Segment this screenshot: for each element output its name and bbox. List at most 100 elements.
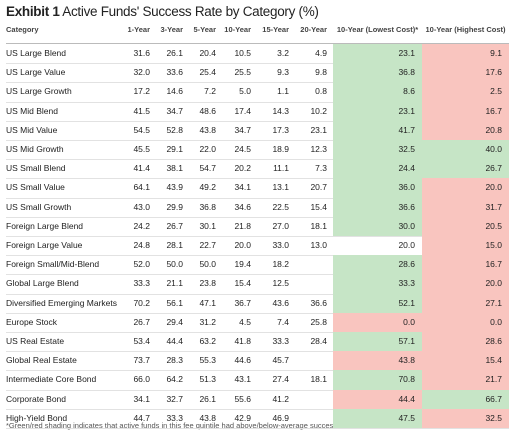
column-header: Category: [6, 25, 39, 34]
value-cell: 20.0: [398, 240, 415, 250]
value-cell: 14.6: [166, 86, 183, 97]
value-cell: 28.3: [166, 355, 183, 366]
value-cell: 5.0: [239, 86, 251, 97]
category-name: US Small Growth: [6, 201, 72, 212]
value-cell: 31.2: [199, 316, 216, 327]
value-cell: 2.5: [490, 86, 502, 97]
shade-cell: [422, 312, 509, 332]
value-cell: 44.4: [398, 393, 415, 404]
row-rule: [6, 63, 509, 65]
value-cell: 23.1: [398, 105, 415, 116]
value-cell: 52.1: [398, 297, 415, 308]
value-cell: 44.6: [234, 355, 251, 366]
value-cell: 21.1: [166, 278, 183, 289]
shade-cell: [422, 236, 509, 256]
shade-cell: [422, 82, 509, 102]
shade-cell: [422, 389, 509, 409]
shade-cell: [333, 197, 422, 217]
column-header: 20-Year: [300, 25, 327, 34]
row-rule: [6, 236, 509, 237]
value-cell: 56.1: [166, 297, 183, 308]
value-cell: 46.9: [272, 412, 289, 423]
category-name: Intermediate Core Bond: [6, 374, 97, 385]
value-cell: 22.0: [199, 144, 216, 154]
value-cell: 36.8: [199, 201, 216, 212]
category-name: US Small Value: [6, 182, 65, 193]
value-cell: 24.8: [133, 240, 150, 250]
footnote: *Green/red shading indicates that active…: [6, 421, 358, 430]
row-rule: [6, 332, 509, 333]
shade-cell: [333, 82, 422, 102]
value-cell: 23.1: [310, 124, 327, 135]
value-cell: 31.6: [133, 48, 150, 58]
value-cell: 10.5: [234, 48, 251, 58]
row-rule: [6, 197, 509, 199]
shade-cell: [333, 216, 422, 236]
value-cell: 26.7: [166, 220, 183, 231]
value-cell: 29.9: [166, 201, 183, 212]
row-rule: [6, 408, 509, 410]
shade-cell: [422, 159, 509, 179]
value-cell: 20.0: [485, 278, 502, 289]
category-name: Global Real Estate: [6, 355, 77, 366]
value-cell: 50.0: [166, 259, 183, 270]
shade-cell: [333, 120, 422, 140]
value-cell: 20.8: [485, 124, 502, 135]
category-name: Foreign Small/Mid-Blend: [6, 259, 100, 270]
exhibit-label: Exhibit 1: [6, 4, 60, 19]
value-cell: 26.7: [485, 163, 502, 174]
value-cell: 26.1: [166, 48, 183, 58]
value-cell: 26.1: [199, 393, 216, 404]
value-cell: 64.2: [166, 374, 183, 385]
value-cell: 20.2: [234, 163, 251, 174]
row-rule: [6, 140, 509, 141]
value-cell: 7.3: [315, 163, 327, 174]
value-cell: 13.0: [310, 240, 327, 250]
shade-cell: [422, 178, 509, 198]
value-cell: 17.4: [234, 105, 251, 116]
shade-cell: [422, 120, 509, 140]
value-cell: 50.0: [199, 259, 216, 270]
value-cell: 52.8: [166, 124, 183, 135]
category-name: Foreign Large Value: [6, 240, 83, 250]
value-cell: 49.2: [199, 182, 216, 193]
value-cell: 44.7: [133, 412, 150, 423]
shade-cell: [422, 408, 509, 428]
value-cell: 34.1: [234, 182, 251, 193]
row-rule: [6, 178, 509, 180]
value-cell: 32.5: [398, 144, 415, 154]
value-cell: 53.4: [133, 336, 150, 346]
value-cell: 30.1: [199, 220, 216, 231]
value-cell: 47.5: [398, 412, 415, 423]
value-cell: 12.3: [310, 144, 327, 154]
row-rule: [6, 293, 509, 295]
value-cell: 22.7: [199, 240, 216, 250]
value-cell: 1.1: [277, 86, 289, 97]
value-cell: 45.7: [272, 355, 289, 366]
value-cell: 0.0: [403, 316, 415, 327]
row-rule: [6, 351, 509, 353]
value-cell: 33.3: [133, 278, 150, 289]
row-rule: [6, 428, 509, 429]
value-cell: 48.6: [199, 105, 216, 116]
value-cell: 28.4: [310, 336, 327, 346]
shade-cell: [422, 274, 509, 294]
value-cell: 18.9: [272, 144, 289, 154]
shade-cell: [422, 255, 509, 275]
shade-cell: [333, 101, 422, 121]
value-cell: 33.0: [272, 240, 289, 250]
category-name: High-Yield Bond: [6, 412, 68, 423]
value-cell: 17.2: [133, 86, 150, 97]
value-cell: 36.8: [398, 67, 415, 78]
row-rule: [6, 82, 509, 84]
shade-cell: [333, 140, 422, 160]
value-cell: 20.5: [485, 220, 502, 231]
shade-cell: [333, 63, 422, 83]
value-cell: 38.1: [166, 163, 183, 174]
value-cell: 24.2: [133, 220, 150, 231]
value-cell: 52.0: [133, 259, 150, 270]
value-cell: 9.8: [315, 67, 327, 78]
value-cell: 20.0: [485, 182, 502, 193]
value-cell: 28.6: [485, 336, 502, 346]
shade-cell: [422, 370, 509, 390]
